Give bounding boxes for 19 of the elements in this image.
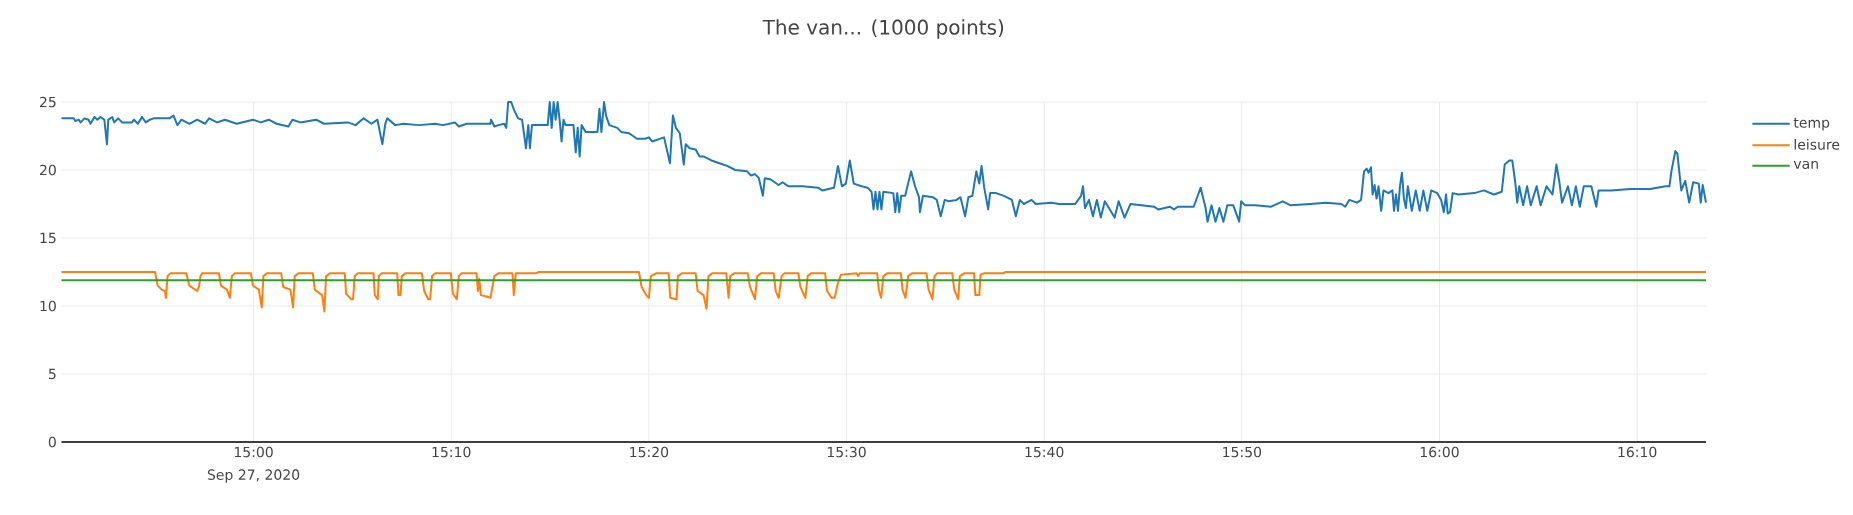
legend-label: van — [1793, 160, 1818, 169]
y-tick-label: 25 — [40, 96, 56, 108]
x-tick-label: 15:20 — [630, 446, 669, 458]
y-tick-label: 15 — [40, 232, 56, 244]
x-tick-label: 15:50 — [1223, 446, 1262, 458]
x-tick-label: 15:10 — [432, 446, 471, 458]
x-tick-label: 15:30 — [827, 446, 866, 458]
y-tick-label: 0 — [48, 436, 56, 448]
x-tick-label: 16:00 — [1420, 446, 1459, 458]
text: Sep 27, 2020 — [207, 469, 300, 483]
legend-label: temp — [1793, 117, 1830, 131]
legend-label: leisure — [1794, 138, 1840, 150]
y-tick-label: 20 — [40, 164, 56, 176]
chart-title: The van... (1000 points) — [762, 19, 1004, 39]
x-tick-label: 16:10 — [1618, 446, 1657, 458]
x-tick-label: 15:00 — [234, 446, 273, 458]
y-tick-label: 10 — [40, 300, 56, 312]
x-tick-label: 15:40 — [1025, 446, 1064, 458]
y-tick-label: 5 — [48, 368, 56, 380]
